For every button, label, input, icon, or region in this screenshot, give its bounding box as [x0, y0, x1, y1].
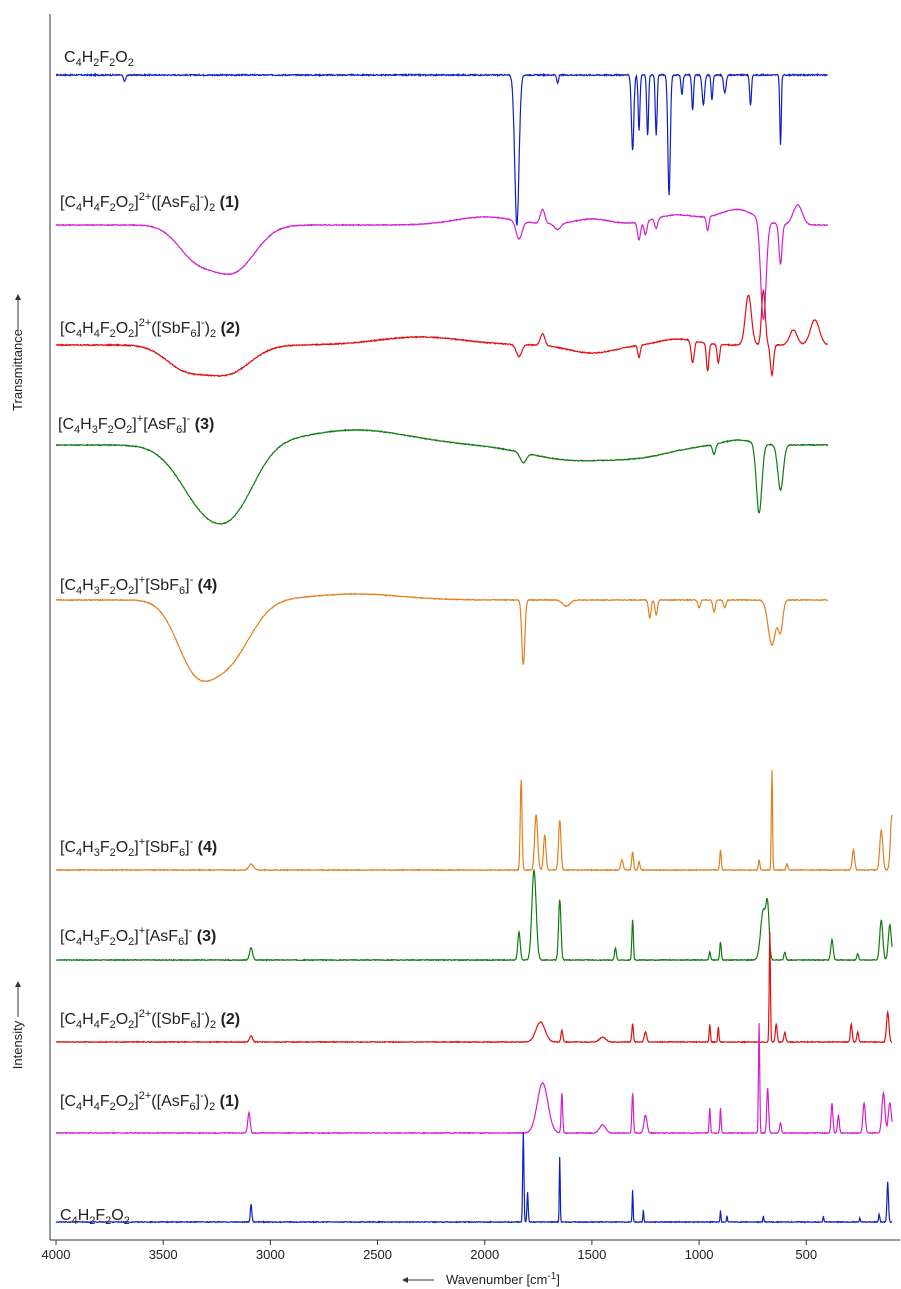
x-tick-label: 3500 [149, 1247, 178, 1262]
x-tick-label: 1000 [685, 1247, 714, 1262]
x-axis-title-text: Wavenumber [cm-1] [446, 1271, 560, 1287]
ir-trace-ir2 [55, 289, 829, 378]
ir-trace-ir3 [55, 428, 829, 525]
raman-trace-r1 [55, 1023, 893, 1135]
y-label-transmittance-text: Transmittance [10, 329, 25, 411]
y-label-transmittance-arrowhead [15, 294, 21, 300]
x-axis-title: Wavenumber [cm-1] [402, 1271, 560, 1287]
y-label-transmittance: Transmittance [10, 294, 25, 411]
plot-area [55, 72, 893, 1224]
ir-series-label: [C4H4F2O2]2+([SbF6]-)2 (2) [60, 317, 240, 340]
raman-series-label: [C4H3F2O2]+[SbF6]- (4) [60, 836, 217, 859]
ir-series-label: [C4H3F2O2]+[AsF6]- (3) [58, 413, 214, 436]
series-labels: C4H2F2O2 [C4H4F2O2]2+([AsF6]-)2 (1) [C4H4F… [58, 49, 240, 1227]
raman-series-label: [C4H4F2O2]2+([SbF6]-)2 (2) [60, 1008, 240, 1031]
x-tick-label: 3000 [256, 1247, 285, 1262]
x-tick-label: 500 [795, 1247, 817, 1262]
raman-trace-r4 [55, 770, 893, 872]
ir-trace-ir0 [55, 72, 828, 226]
y-label-intensity-text: Intensity [10, 1020, 25, 1069]
x-tick-label: 4000 [42, 1247, 71, 1262]
raman-series-label: [C4H3F2O2]+[AsF6]- (3) [60, 925, 216, 948]
raman-trace-r2 [55, 931, 893, 1044]
axes: 4000 3500 3000 2500 2000 1500 1000 500 [42, 14, 900, 1262]
x-axis-title-arrowhead [402, 1277, 408, 1283]
x-tick-label: 2000 [470, 1247, 499, 1262]
x-tick-label: 2500 [363, 1247, 392, 1262]
x-tick-label: 1500 [577, 1247, 606, 1262]
y-label-intensity: Intensity [10, 981, 25, 1069]
ir-trace-ir1 [55, 204, 829, 321]
ir-series-label: [C4H4F2O2]2+([AsF6]-)2 (1) [60, 191, 239, 214]
raman-series-label: C4H2F2O2 [60, 1207, 130, 1227]
x-ticks: 4000 3500 3000 2500 2000 1500 1000 500 [42, 1240, 817, 1262]
raman-trace-r0 [55, 1131, 893, 1224]
ir-trace-ir4 [55, 592, 828, 683]
ir-series-label: [C4H3F2O2]+[SbF6]- (4) [60, 574, 217, 597]
ir-series-label: C4H2F2O2 [64, 49, 134, 69]
raman-series-label: [C4H4F2O2]2+([AsF6]-)2 (1) [60, 1090, 239, 1113]
y-label-intensity-arrowhead [15, 981, 21, 987]
raman-trace-r3 [55, 868, 893, 962]
